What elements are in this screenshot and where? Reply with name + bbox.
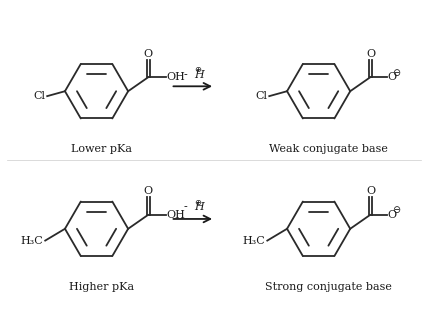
Text: Higher pKa: Higher pKa [69, 282, 134, 292]
Text: O: O [388, 210, 397, 220]
Text: -: - [184, 202, 191, 212]
Text: O: O [388, 72, 397, 83]
Text: H₃C: H₃C [243, 236, 265, 245]
Text: ⊕: ⊕ [194, 198, 201, 207]
Text: ⊕: ⊕ [194, 65, 201, 74]
Text: OH: OH [166, 210, 185, 220]
Text: H₃C: H₃C [21, 236, 43, 245]
Text: Lower pKa: Lower pKa [71, 144, 132, 154]
Text: ⊖: ⊖ [392, 68, 401, 77]
Text: O: O [366, 186, 375, 196]
Text: O: O [144, 186, 153, 196]
Text: O: O [366, 49, 375, 59]
Text: Cl: Cl [33, 91, 45, 101]
Text: ⊖: ⊖ [392, 205, 401, 215]
Text: O: O [144, 49, 153, 59]
Text: H: H [194, 69, 204, 79]
Text: OH: OH [166, 72, 185, 83]
Text: Weak conjugate base: Weak conjugate base [269, 144, 388, 154]
Text: H: H [194, 202, 204, 212]
Text: Strong conjugate base: Strong conjugate base [265, 282, 392, 292]
Text: Cl: Cl [255, 91, 268, 101]
Text: -: - [184, 69, 191, 79]
